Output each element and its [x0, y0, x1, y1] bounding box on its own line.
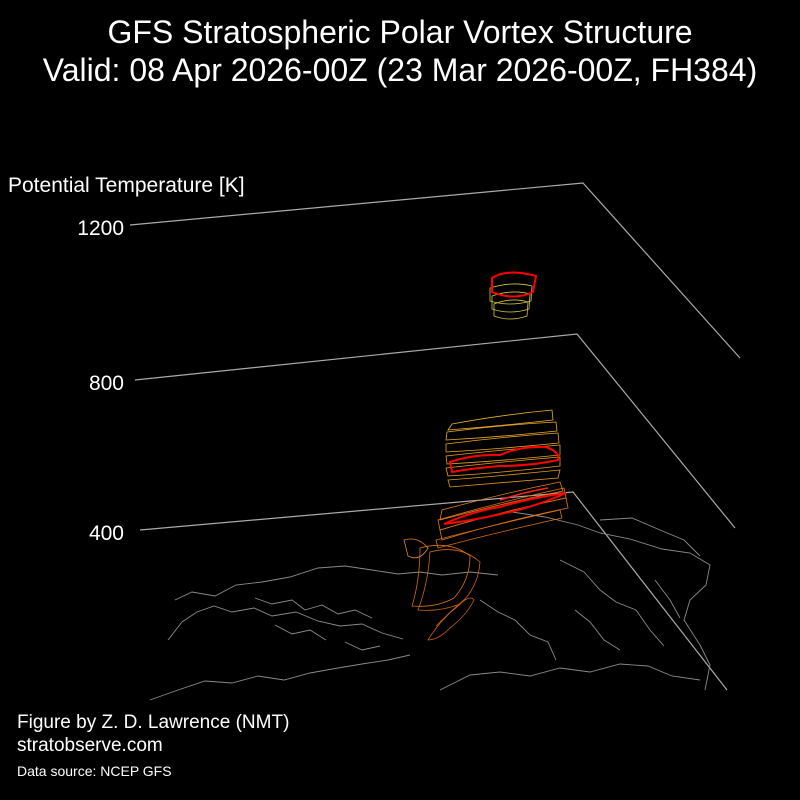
contour-upper: [493, 299, 529, 320]
contour-lower: [439, 481, 564, 521]
coastline-center: [479, 599, 557, 661]
data-source-label: Data source: NCEP GFS: [17, 763, 172, 779]
coastline-west-2: [167, 605, 404, 641]
vortex-edge-lower: [443, 492, 567, 525]
contour-middle: [447, 409, 554, 431]
coastline-south: [149, 654, 411, 701]
contour-middle: [445, 432, 560, 453]
figure-credit-site: stratobserve.com: [17, 735, 163, 756]
frame-level-1200: [129, 182, 741, 359]
contour-lower: [411, 544, 471, 607]
contour-lower: [435, 597, 467, 627]
vortex-edge-upper: [491, 271, 538, 298]
coastline-east-inner: [559, 559, 665, 651]
coastline-map: [149, 511, 711, 701]
contour-lower: [427, 597, 475, 641]
axis-frame: [129, 182, 741, 691]
coastline-east: [511, 511, 711, 691]
coastline-east-outer: [599, 517, 701, 619]
z-axis-label: Potential Temperature [K]: [8, 174, 245, 197]
figure-title: GFS Stratospheric Polar Vortex Structure: [107, 14, 693, 50]
contour-lower: [435, 509, 563, 549]
z-tick-label-1200: 1200: [77, 217, 124, 240]
figure-subtitle: Valid: 08 Apr 2026-00Z (23 Mar 2026-00Z,…: [42, 52, 758, 88]
coastline-southeast: [439, 663, 701, 691]
contour-lower: [403, 538, 429, 559]
vortex-edge-middle: [448, 445, 560, 474]
frame-level-400: [139, 491, 728, 691]
contour-upper: [491, 291, 531, 313]
contour-middle: [445, 444, 561, 465]
coastline-west: [174, 565, 499, 601]
figure-credit-author: Figure by Z. D. Lawrence (NMT): [17, 712, 290, 733]
z-tick-label-800: 800: [88, 372, 124, 395]
contour-middle: [445, 456, 561, 477]
contour-middle: [445, 421, 558, 441]
contour-lower: [437, 487, 567, 531]
frame-level-800: [134, 333, 736, 529]
contour-upper: [489, 283, 533, 305]
coastline-islands: [254, 597, 381, 651]
contour-middle: [447, 469, 561, 488]
vortex-edge-lower: [499, 487, 549, 501]
contour-lower: [417, 549, 481, 611]
vortex-upper-level: [489, 271, 538, 320]
vortex-lower-level: [403, 481, 569, 641]
z-tick-label-400: 400: [88, 522, 124, 545]
vortex-middle-level: [445, 409, 561, 488]
